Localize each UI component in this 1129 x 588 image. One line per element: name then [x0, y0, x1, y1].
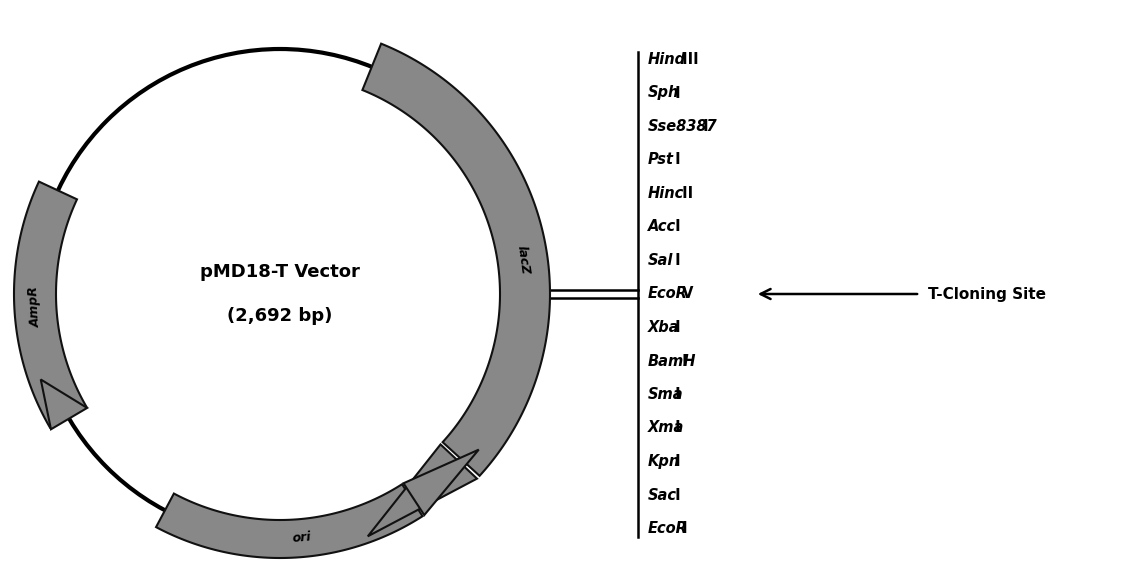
Polygon shape	[41, 379, 87, 429]
Text: I: I	[669, 219, 681, 235]
Text: (2,692 bp): (2,692 bp)	[227, 307, 333, 325]
Text: pMD18-T Vector: pMD18-T Vector	[200, 263, 360, 281]
Text: Acc: Acc	[648, 219, 676, 235]
Text: I: I	[669, 152, 681, 168]
Text: T-Cloning Site: T-Cloning Site	[928, 286, 1045, 302]
Text: Pst: Pst	[648, 152, 674, 168]
Text: lacZ: lacZ	[514, 245, 531, 275]
Polygon shape	[368, 445, 478, 536]
Text: Kpn: Kpn	[648, 454, 681, 469]
Text: AmpR: AmpR	[28, 286, 43, 328]
Text: Sma: Sma	[648, 387, 684, 402]
Text: EcoR: EcoR	[648, 286, 688, 302]
Text: I: I	[676, 353, 688, 369]
Text: Hinc: Hinc	[648, 186, 684, 201]
Text: ori: ori	[291, 531, 312, 546]
Text: V: V	[676, 286, 693, 302]
Text: II: II	[676, 186, 693, 201]
Polygon shape	[14, 182, 86, 427]
Text: I: I	[676, 521, 688, 536]
Text: BamH: BamH	[648, 353, 697, 369]
Text: EcoR: EcoR	[648, 521, 688, 536]
Text: Xba: Xba	[648, 320, 680, 335]
Circle shape	[35, 49, 525, 539]
Polygon shape	[403, 450, 479, 515]
Text: Hind: Hind	[648, 52, 686, 67]
Text: I: I	[699, 119, 709, 134]
Text: Sac: Sac	[648, 487, 677, 503]
Text: I: I	[669, 320, 681, 335]
Text: I: I	[669, 454, 681, 469]
Text: Sph: Sph	[648, 85, 680, 101]
Text: I: I	[669, 85, 681, 101]
Text: I: I	[669, 420, 681, 436]
Text: Sal: Sal	[648, 253, 673, 268]
Text: Sse8387: Sse8387	[648, 119, 718, 134]
Text: III: III	[676, 52, 699, 67]
Text: I: I	[669, 387, 681, 402]
Text: Xma: Xma	[648, 420, 684, 436]
Text: I: I	[669, 253, 681, 268]
Polygon shape	[156, 484, 422, 558]
Polygon shape	[362, 44, 550, 476]
Text: I: I	[669, 487, 681, 503]
